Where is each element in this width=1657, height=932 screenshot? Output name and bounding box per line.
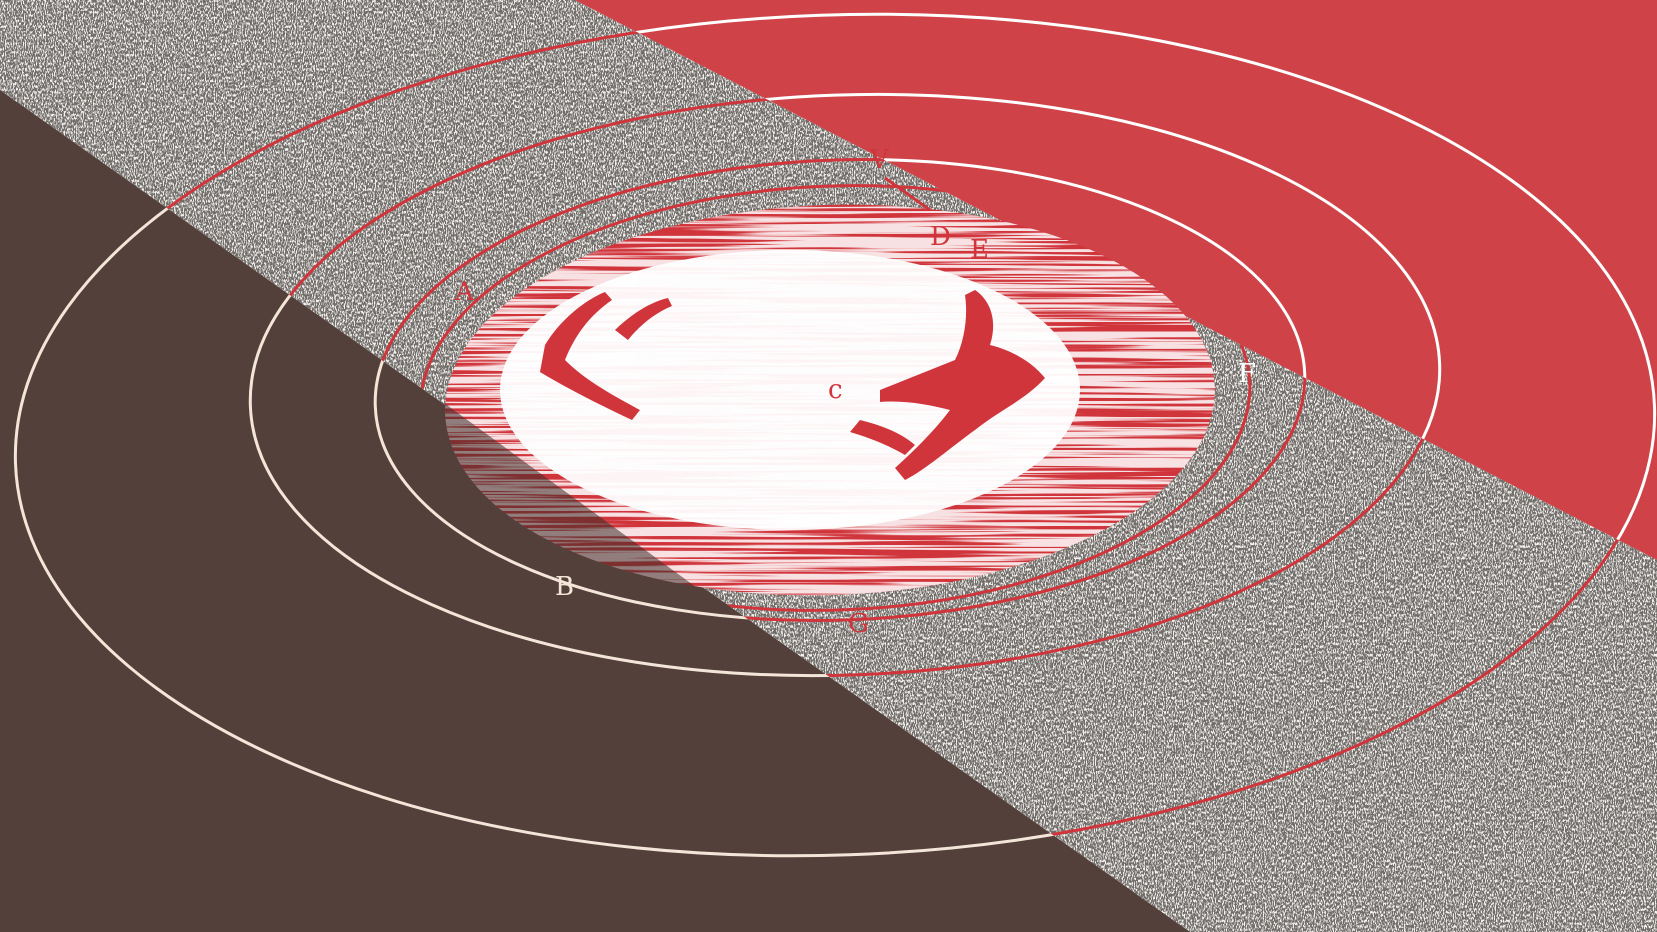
engraved-disc [438,200,1222,600]
continent-right-tail [850,420,915,455]
label-v: V [869,145,890,175]
label-a: A [454,277,475,307]
continent-right [880,290,1045,480]
label-g: G [848,609,869,639]
continent-shapes [540,290,1045,480]
label-e: E [970,235,989,265]
continent-left [540,292,640,420]
label-f: F [1238,359,1256,389]
continent-left-upper [615,298,672,340]
label-c: c [828,375,843,405]
v-marker-line [884,176,931,212]
orbit-ring-outer-on-brown [13,90,1190,858]
label-d: D [930,222,951,252]
orbit-ring-middle-on-red [575,92,1442,560]
orbit-ring-outer-on-red [575,12,1657,560]
diagram-labels: V D E F A c B G [454,145,1256,639]
label-b: B [555,572,574,602]
